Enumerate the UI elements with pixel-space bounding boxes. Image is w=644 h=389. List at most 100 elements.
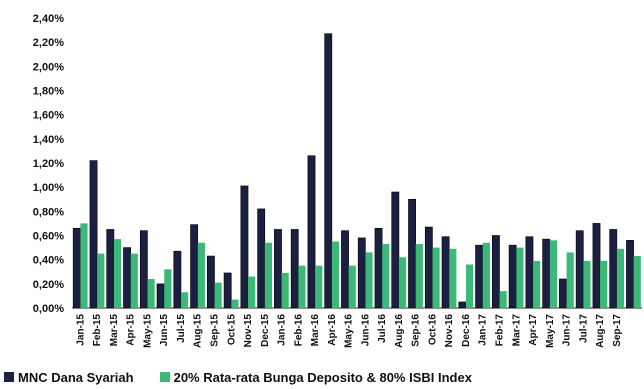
bar-mnc-9 [207, 255, 215, 309]
bar-mnc-30 [559, 278, 567, 309]
bar-benchmark-24 [465, 264, 474, 308]
bar-mnc-25 [475, 244, 484, 309]
bar-benchmark-28 [533, 260, 541, 308]
x-tick-label: Dec-15 [260, 314, 271, 347]
legend-swatch-series-2 [159, 372, 170, 382]
bar-benchmark-3 [113, 239, 122, 308]
bar-benchmark-21 [415, 243, 423, 308]
bar-benchmark-30 [566, 252, 574, 308]
x-tick-label: Jun-16 [360, 314, 371, 347]
bar-benchmark-26 [499, 291, 507, 308]
x-tick-label: Mar-17 [511, 314, 522, 347]
bar-mnc-13 [274, 229, 282, 309]
bar-benchmark-5 [147, 279, 155, 308]
bar-mnc-1 [72, 227, 81, 309]
y-tick-label: 1,80% [33, 86, 64, 98]
bar-mnc-2 [89, 160, 98, 309]
x-tick-label: Mar-16 [310, 314, 321, 347]
x-axis: Jan-15 Feb-15 Mar-15 Apr-15 May-15 Jun-15 Jul-… [75, 314, 622, 348]
bar-mnc-31 [575, 230, 584, 309]
y-tick-label: 0,60% [33, 231, 64, 243]
bar-mnc-10 [223, 272, 232, 309]
x-tick-label: Jul-17 [578, 314, 589, 343]
y-axis: 0,00% 0,20% 0,40% 0,60% 0,80% 1,00% 1,20% 1,40%… [33, 13, 642, 315]
x-tick-label: Nov-16 [444, 314, 455, 348]
bar-benchmark-20 [398, 257, 407, 308]
x-tick-label: Oct-15 [226, 314, 237, 346]
x-tick-label: Jul-16 [377, 314, 388, 343]
bar-benchmark-31 [583, 260, 591, 308]
bar-benchmark-14 [298, 265, 306, 308]
legend-label-series-2: 20% Rata-rata Bunga Deposito & 80% ISBI … [173, 369, 472, 385]
x-tick-label: Sep-15 [210, 314, 221, 347]
x-tick-label: Apr-15 [126, 314, 137, 346]
bar-mnc-24 [458, 301, 467, 309]
x-tick-label: Jan-15 [75, 314, 86, 346]
x-tick-label: Dec-16 [461, 314, 472, 347]
bar-benchmark-1 [80, 223, 88, 308]
y-tick-label: 2,00% [33, 61, 64, 73]
legend-item-series-2: 20% Rata-rata Bunga Deposito & 80% ISBI … [159, 369, 472, 385]
bar-mnc-23 [441, 236, 450, 309]
bar-mnc-20 [391, 191, 400, 309]
bar-mnc-8 [190, 224, 199, 309]
x-tick-label: Feb-16 [293, 314, 304, 347]
x-tick-label: Sep-17 [612, 314, 623, 347]
bar-benchmark-12 [264, 242, 272, 308]
bar-benchmark-17 [348, 265, 356, 308]
bar-mnc-18 [357, 237, 366, 309]
bar-benchmark-34 [633, 256, 641, 308]
bar-benchmark-27 [516, 247, 524, 308]
bar-benchmark-23 [449, 248, 457, 308]
y-tick-label: 1,60% [33, 110, 64, 122]
bar-mnc-7 [173, 250, 182, 309]
bar-benchmark-29 [549, 240, 557, 308]
x-tick-label: Nov-15 [243, 314, 254, 348]
bar-benchmark-18 [365, 252, 373, 308]
bar-benchmark-32 [600, 260, 608, 308]
y-tick-label: 0,80% [33, 206, 64, 218]
x-tick-label: Apr-16 [327, 314, 338, 346]
legend: MNC Dana Syariah 20% Rata-rata Bunga Dep… [0, 366, 644, 388]
y-tick-label: 0,00% [33, 303, 64, 315]
bar-benchmark-19 [382, 243, 390, 308]
bar-chart: 0,00% 0,20% 0,40% 0,60% 0,80% 1,00% 1,20% 1,40%… [33, 13, 642, 348]
y-tick-label: 2,40% [33, 13, 64, 25]
x-tick-label: Aug-16 [394, 314, 405, 348]
y-tick-label: 1,00% [33, 182, 64, 194]
bars [72, 33, 641, 309]
x-tick-label: May-16 [344, 314, 355, 348]
y-tick-label: 1,40% [33, 134, 64, 146]
legend-swatch-series-1 [4, 372, 14, 382]
x-tick-label: May-17 [545, 314, 556, 348]
bar-mnc-16 [324, 33, 333, 309]
bar-mnc-32 [592, 223, 601, 309]
legend-item-series-1: MNC Dana Syariah [4, 370, 134, 385]
x-tick-label: Mar-15 [109, 314, 120, 347]
bar-mnc-12 [257, 208, 266, 309]
x-tick-label: Jun-17 [562, 314, 573, 347]
bar-mnc-33 [609, 229, 618, 309]
x-tick-label: Aug-15 [193, 314, 204, 348]
x-tick-label: Sep-16 [411, 314, 422, 347]
x-tick-label: Jul-15 [176, 314, 187, 343]
x-tick-label: Feb-15 [92, 314, 103, 347]
x-tick-label: Jan-17 [478, 314, 489, 346]
x-tick-label: Feb-17 [495, 314, 506, 347]
bar-mnc-17 [341, 230, 349, 309]
bar-mnc-5 [139, 230, 148, 309]
bar-mnc-3 [106, 229, 115, 309]
bar-mnc-4 [123, 247, 131, 309]
bar-benchmark-8 [197, 242, 205, 308]
bar-benchmark-7 [180, 292, 189, 308]
bar-benchmark-6 [164, 269, 172, 308]
bar-mnc-6 [156, 283, 165, 309]
x-tick-label: Aug-17 [595, 314, 606, 348]
bar-benchmark-11 [248, 276, 256, 308]
bar-benchmark-13 [281, 272, 289, 308]
bar-benchmark-9 [214, 282, 222, 308]
bar-mnc-19 [374, 227, 383, 309]
y-tick-label: 2,20% [33, 37, 64, 49]
x-tick-label: May-15 [142, 314, 153, 348]
